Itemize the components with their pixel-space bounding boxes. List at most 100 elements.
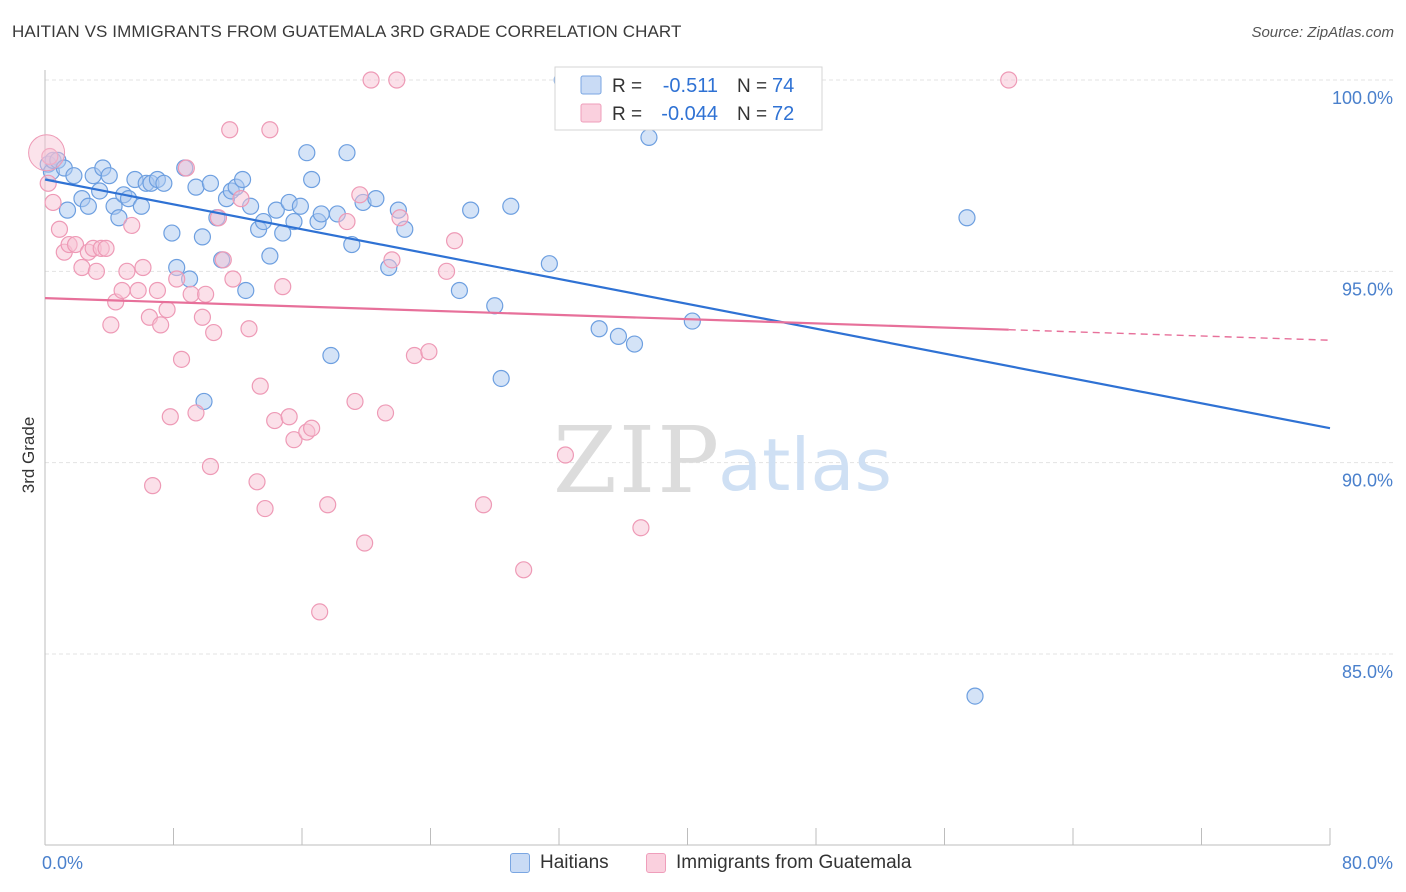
legend-swatch-haitians: [510, 853, 530, 873]
point-guatemala: [338, 212, 356, 231]
axes: 85.0% 90.0% 95.0% 100.0% 0.0% 80.0%: [42, 70, 1393, 873]
point-haitians: [966, 687, 984, 705]
point-haitians: [233, 170, 252, 189]
y-tick-label: 90.0%: [1342, 471, 1393, 491]
point-guatemala: [41, 147, 59, 166]
point-guatemala: [261, 121, 279, 139]
point-guatemala: [113, 281, 131, 300]
point-haitians: [100, 167, 118, 185]
point-guatemala: [232, 190, 250, 208]
y-axis-label: 3rd Grade: [19, 417, 38, 494]
point-guatemala: [172, 350, 191, 368]
point-haitians: [640, 128, 658, 146]
point-guatemala: [351, 186, 369, 204]
point-guatemala: [311, 603, 329, 621]
point-haitians: [312, 205, 330, 223]
point-guatemala: [362, 71, 380, 89]
point-haitians: [625, 335, 644, 353]
point-guatemala: [39, 174, 57, 192]
point-guatemala: [66, 235, 85, 254]
data-points: [28, 71, 1018, 705]
point-guatemala: [1000, 71, 1018, 89]
point-guatemala: [102, 316, 120, 334]
point-haitians: [492, 369, 510, 388]
point-haitians: [79, 197, 97, 215]
point-guatemala: [134, 258, 152, 277]
point-guatemala: [224, 270, 242, 288]
point-guatemala: [383, 251, 401, 269]
point-guatemala: [474, 496, 493, 514]
point-guatemala: [44, 193, 62, 212]
point-guatemala: [158, 301, 176, 319]
point-haitians: [502, 197, 520, 215]
point-haitians: [291, 197, 309, 215]
point-haitians: [486, 297, 504, 315]
point-guatemala: [632, 519, 650, 537]
point-guatemala: [248, 473, 266, 491]
point-haitians: [285, 212, 303, 231]
point-guatemala: [187, 404, 205, 422]
point-haitians: [462, 201, 480, 219]
watermark: ZIP atlas: [553, 407, 892, 514]
point-guatemala: [73, 258, 91, 277]
y-tick-label: 100.0%: [1332, 88, 1393, 108]
point-guatemala: [221, 121, 239, 139]
point-guatemala: [205, 323, 223, 342]
point-guatemala: [214, 251, 232, 269]
point-haitians: [540, 255, 558, 273]
stats-n-label-2: N =: [737, 104, 767, 125]
point-guatemala: [240, 320, 258, 338]
point-guatemala: [129, 281, 147, 300]
point-guatemala: [177, 159, 195, 177]
legend-item-haitians[interactable]: Haitians: [510, 852, 609, 874]
gridlines: [45, 79, 1395, 655]
point-guatemala: [280, 408, 298, 426]
stats-r-label-2: R =: [612, 104, 642, 125]
stats-n-label-1: N =: [737, 76, 767, 97]
chart-title: HAITIAN VS IMMIGRANTS FROM GUATEMALA 3RD…: [12, 22, 682, 41]
stats-legend: R = -0.511 N = 74 R = -0.044 N = 72: [554, 66, 823, 131]
point-guatemala: [97, 239, 115, 257]
stats-swatch-haitians: [580, 75, 602, 95]
trend-lines: [44, 178, 1331, 430]
point-guatemala: [356, 534, 374, 552]
point-guatemala: [152, 316, 170, 334]
stats-swatch-guatemala: [580, 103, 602, 123]
legend-swatch-guatemala: [646, 853, 666, 873]
point-guatemala: [161, 408, 179, 426]
point-haitians: [609, 327, 628, 345]
point-haitians: [201, 174, 220, 192]
point-guatemala: [251, 377, 269, 395]
point-haitians: [163, 224, 181, 242]
stats-n-value-2: 72: [772, 103, 794, 125]
point-haitians: [187, 178, 205, 196]
point-guatemala: [193, 308, 212, 326]
point-haitians: [261, 247, 279, 265]
point-haitians: [450, 281, 469, 300]
point-guatemala: [50, 220, 69, 238]
point-haitians: [683, 312, 701, 330]
point-guatemala: [437, 262, 456, 280]
point-guatemala: [285, 431, 303, 449]
point-guatemala: [168, 270, 186, 288]
stats-r-value-2: -0.044: [661, 103, 718, 125]
point-haitians: [267, 201, 285, 219]
point-guatemala: [118, 262, 136, 280]
point-haitians: [65, 167, 83, 185]
point-haitians: [958, 209, 976, 227]
point-guatemala: [420, 343, 438, 361]
point-guatemala: [87, 262, 106, 280]
point-guatemala: [274, 278, 292, 296]
legend-item-guatemala[interactable]: Immigrants from Guatemala: [646, 852, 911, 874]
point-guatemala: [376, 404, 395, 422]
y-tick-label: 95.0%: [1342, 279, 1393, 299]
point-guatemala: [303, 419, 321, 437]
trend-line-guatemala: [44, 297, 1009, 331]
point-guatemala: [197, 285, 215, 303]
trend-line-guatemala-extrapolated: [1008, 328, 1331, 341]
x-tick-label-max: 80.0%: [1342, 853, 1393, 873]
point-haitians: [367, 190, 385, 208]
point-guatemala: [256, 499, 274, 518]
stats-r-label-1: R =: [612, 76, 642, 97]
